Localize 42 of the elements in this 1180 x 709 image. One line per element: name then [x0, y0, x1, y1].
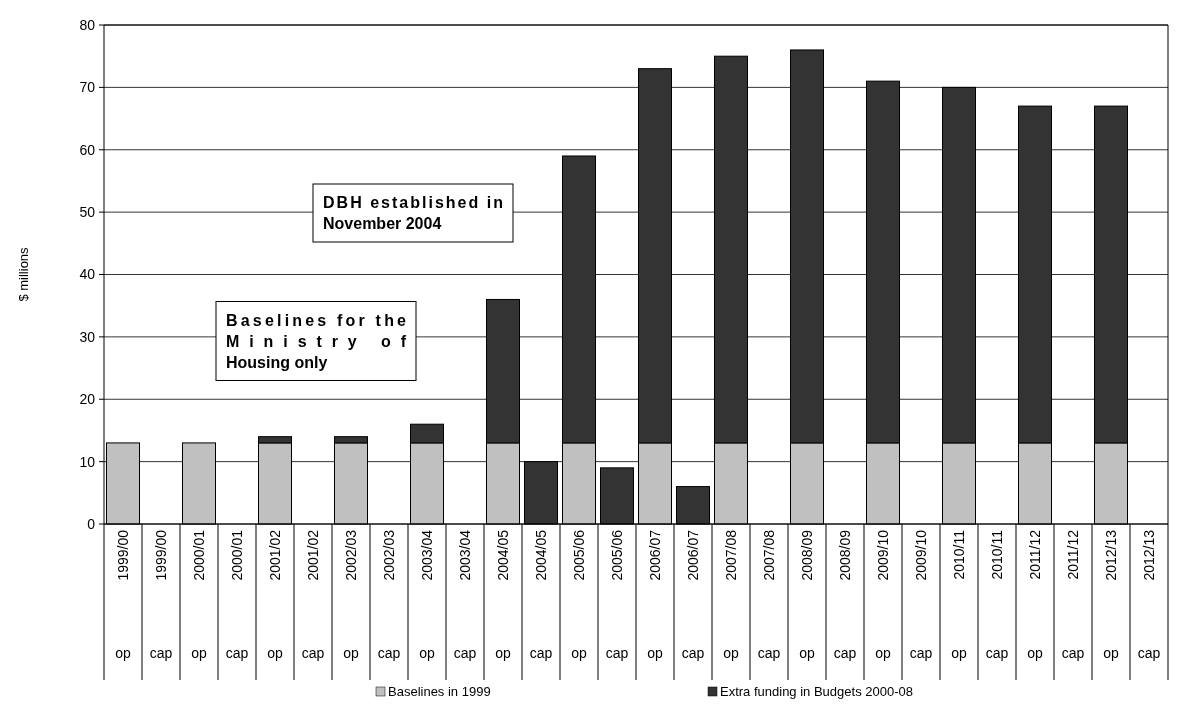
category-label: 2009/10 cap	[909, 530, 933, 661]
category-label: 2009/10 op	[875, 530, 891, 661]
annotation: Baselines for the Ministry of Housing only	[226, 311, 407, 371]
category-label: 2006/07 cap	[681, 530, 705, 661]
legend-label: Extra funding in Budgets 2000-08	[720, 684, 913, 699]
y-axis-title: $ millions	[16, 246, 31, 302]
category-label: 2001/02 op	[267, 530, 283, 661]
category-label: 2010/11 cap	[985, 530, 1009, 661]
category-label: 1999/00 op	[115, 530, 131, 661]
category-label: 2010/11 op	[951, 530, 967, 661]
y-tick-label: 20	[79, 391, 96, 408]
category-label: 2008/09 op	[799, 530, 815, 661]
category-label: 2011/12 op	[1027, 530, 1043, 661]
category-label: 2002/03 op	[343, 530, 359, 661]
y-tick-label: 40	[79, 266, 96, 283]
category-label: 2002/03 cap	[377, 530, 401, 661]
y-tick-label: 0	[87, 515, 96, 532]
y-tick-label: 50	[79, 204, 96, 221]
category-label: 1999/00 cap	[149, 530, 173, 661]
y-tick-label: 10	[79, 453, 96, 470]
category-label: 2003/04 op	[419, 530, 435, 661]
category-label: 2004/05 cap	[529, 530, 553, 661]
category-label: 2008/09 cap	[833, 530, 857, 661]
category-label: 2000/01 cap	[225, 530, 249, 661]
category-label: 2007/08 op	[723, 530, 739, 661]
category-label: 2004/05 op	[495, 530, 511, 661]
category-label: 2007/08 cap	[757, 530, 781, 661]
category-label: 2001/02 cap	[301, 530, 325, 661]
y-tick-label: 30	[79, 328, 96, 345]
category-label: 2000/01 op	[191, 530, 207, 661]
y-tick-label: 60	[79, 141, 96, 158]
legend-label: Baselines in 1999	[388, 684, 491, 699]
annotation: DBH established in November 2004	[323, 194, 503, 232]
category-label: 2011/12 cap	[1061, 530, 1085, 661]
category-label: 2005/06 op	[571, 530, 587, 661]
category-label: 2012/13 cap	[1137, 530, 1161, 661]
category-label: 2003/04 cap	[453, 530, 477, 661]
y-tick-label: 80	[79, 16, 96, 33]
category-label: 2005/06 cap	[605, 530, 629, 661]
category-label: 2006/07 op	[647, 530, 663, 661]
y-tick-label: 70	[79, 79, 96, 96]
category-label: 2012/13 op	[1103, 530, 1119, 661]
